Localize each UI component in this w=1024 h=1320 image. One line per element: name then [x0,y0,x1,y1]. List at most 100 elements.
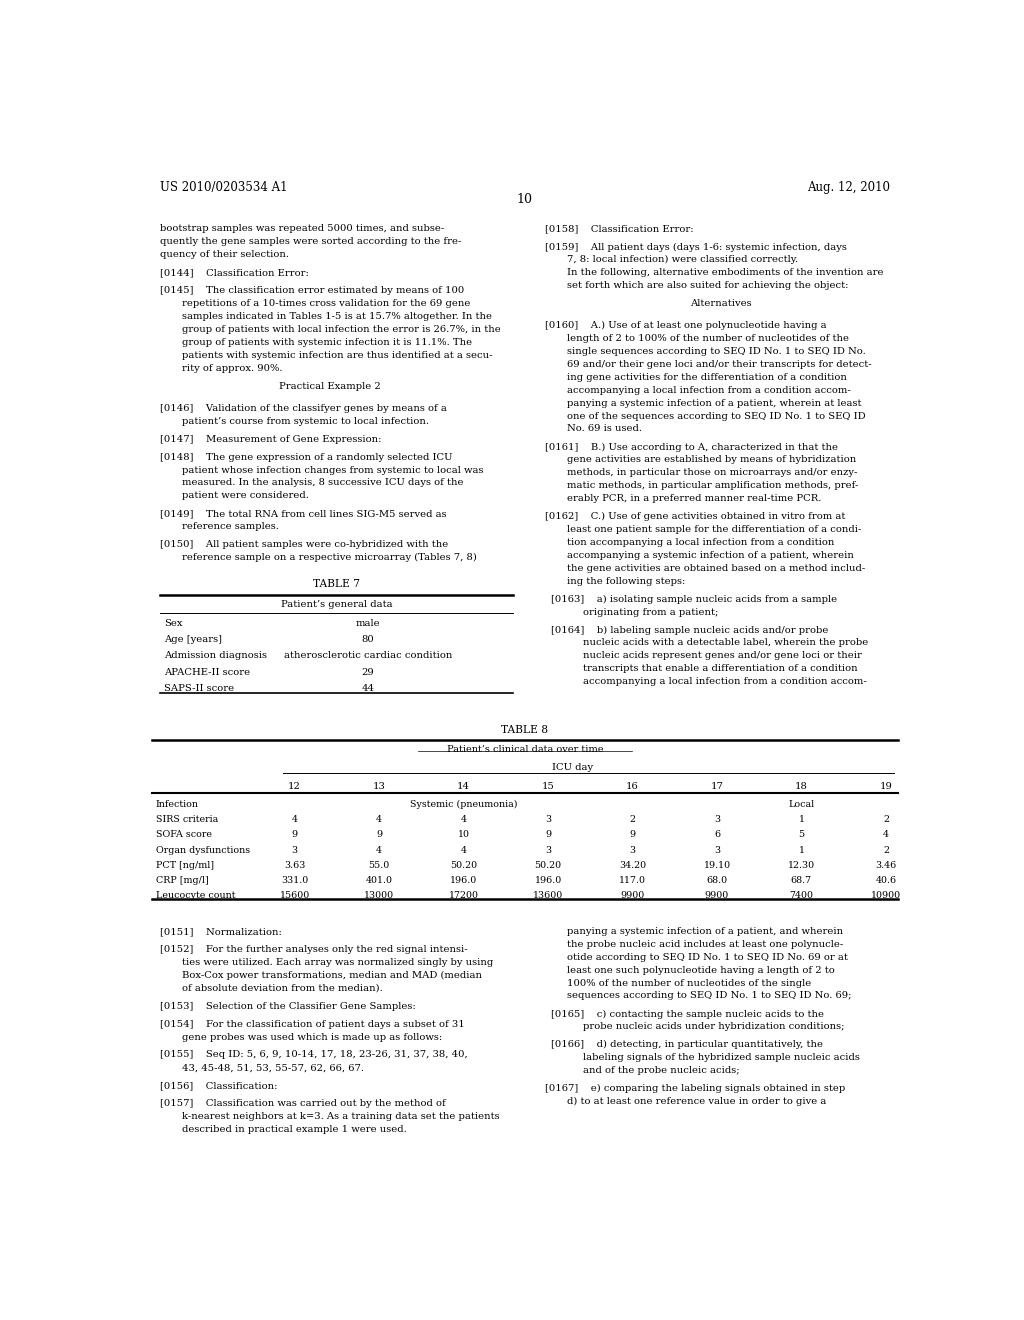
Text: Patient’s clinical data over time: Patient’s clinical data over time [446,744,603,754]
Text: panying a systemic infection of a patient, wherein at least: panying a systemic infection of a patien… [567,399,861,408]
Text: [0149]    The total RNA from cell lines SIG-M5 served as: [0149] The total RNA from cell lines SIG… [160,510,446,519]
Text: [0146]    Validation of the classifyer genes by means of a: [0146] Validation of the classifyer gene… [160,404,446,413]
Text: 10: 10 [458,830,470,840]
Text: 50.20: 50.20 [535,861,561,870]
Text: TABLE 8: TABLE 8 [501,725,549,735]
Text: Box-Cox power transformations, median and MAD (median: Box-Cox power transformations, median an… [182,970,482,979]
Text: 4: 4 [376,814,382,824]
Text: probe nucleic acids under hybridization conditions;: probe nucleic acids under hybridization … [583,1023,844,1031]
Text: patient were considered.: patient were considered. [182,491,309,500]
Text: of absolute deviation from the median).: of absolute deviation from the median). [182,983,383,993]
Text: 29: 29 [361,668,375,677]
Text: Organ dysfunctions: Organ dysfunctions [156,846,250,854]
Text: Alternatives: Alternatives [690,300,752,308]
Text: sequences according to SEQ ID No. 1 to SEQ ID No. 69;: sequences according to SEQ ID No. 1 to S… [567,991,851,1001]
Text: 17200: 17200 [449,891,478,900]
Text: 196.0: 196.0 [450,876,477,886]
Text: 9: 9 [292,830,298,840]
Text: otide according to SEQ ID No. 1 to SEQ ID No. 69 or at: otide according to SEQ ID No. 1 to SEQ I… [567,953,848,962]
Text: 18: 18 [795,781,808,791]
Text: repetitions of a 10-times cross validation for the 69 gene: repetitions of a 10-times cross validati… [182,300,470,308]
Text: [0160]    A.) Use of at least one polynucleotide having a: [0160] A.) Use of at least one polynucle… [545,321,826,330]
Text: originating from a patient;: originating from a patient; [583,607,718,616]
Text: 9900: 9900 [621,891,645,900]
Text: patient’s course from systemic to local infection.: patient’s course from systemic to local … [182,417,429,425]
Text: k-nearest neighbors at k=3. As a training data set the patients: k-nearest neighbors at k=3. As a trainin… [182,1113,500,1121]
Text: 10: 10 [517,193,532,206]
Text: 34.20: 34.20 [618,861,646,870]
Text: patients with systemic infection are thus identified at a secu-: patients with systemic infection are thu… [182,351,493,360]
Text: 13000: 13000 [365,891,394,900]
Text: 68.0: 68.0 [707,876,727,886]
Text: 69 and/or their gene loci and/or their transcripts for detect-: 69 and/or their gene loci and/or their t… [567,360,871,370]
Text: gene probes was used which is made up as follows:: gene probes was used which is made up as… [182,1032,442,1041]
Text: the probe nucleic acid includes at least one polynucle-: the probe nucleic acid includes at least… [567,940,843,949]
Text: 9: 9 [376,830,382,840]
Text: described in practical example 1 were used.: described in practical example 1 were us… [182,1125,407,1134]
Text: set forth which are also suited for achieving the object:: set forth which are also suited for achi… [567,281,848,290]
Text: ICU day: ICU day [552,763,593,772]
Text: No. 69 is used.: No. 69 is used. [567,425,642,433]
Text: ing the following steps:: ing the following steps: [567,577,685,586]
Text: 13: 13 [373,781,386,791]
Text: 2: 2 [883,814,889,824]
Text: SOFA score: SOFA score [156,830,212,840]
Text: SIRS criteria: SIRS criteria [156,814,218,824]
Text: 7400: 7400 [790,891,813,900]
Text: methods, in particular those on microarrays and/or enzy-: methods, in particular those on microarr… [567,469,857,478]
Text: [0148]    The gene expression of a randomly selected ICU: [0148] The gene expression of a randomly… [160,453,453,462]
Text: reference sample on a respective microarray (Tables 7, 8): reference sample on a respective microar… [182,553,477,562]
Text: [0156]    Classification:: [0156] Classification: [160,1081,278,1090]
Text: labeling signals of the hybridized sample nucleic acids: labeling signals of the hybridized sampl… [583,1053,859,1063]
Text: 3: 3 [292,846,298,854]
Text: Leucocyte count: Leucocyte count [156,891,236,900]
Text: accompanying a systemic infection of a patient, wherein: accompanying a systemic infection of a p… [567,550,854,560]
Text: [0158]    Classification Error:: [0158] Classification Error: [545,224,693,234]
Text: [0154]    For the classification of patient days a subset of 31: [0154] For the classification of patient… [160,1019,465,1028]
Text: Infection: Infection [156,800,199,809]
Text: 15600: 15600 [280,891,310,900]
Text: [0159]    All patient days (days 1-6: systemic infection, days: [0159] All patient days (days 1-6: syste… [545,243,847,252]
Text: 331.0: 331.0 [281,876,308,886]
Text: [0162]    C.) Use of gene activities obtained in vitro from at: [0162] C.) Use of gene activities obtain… [545,512,845,521]
Text: least one patient sample for the differentiation of a condi-: least one patient sample for the differe… [567,525,861,535]
Text: 44: 44 [361,684,375,693]
Text: 4: 4 [292,814,298,824]
Text: 4: 4 [461,846,467,854]
Text: [0145]    The classification error estimated by means of 100: [0145] The classification error estimate… [160,286,464,296]
Text: 4: 4 [883,830,889,840]
Text: measured. In the analysis, 8 successive ICU days of the: measured. In the analysis, 8 successive … [182,478,464,487]
Text: 15: 15 [542,781,554,791]
Text: [0151]    Normalization:: [0151] Normalization: [160,927,282,936]
Text: 55.0: 55.0 [369,861,390,870]
Text: 14: 14 [457,781,470,791]
Text: 12: 12 [288,781,301,791]
Text: least one such polynucleotide having a length of 2 to: least one such polynucleotide having a l… [567,966,835,974]
Text: quency of their selection.: quency of their selection. [160,251,289,259]
Text: matic methods, in particular amplification methods, pref-: matic methods, in particular amplificati… [567,482,858,490]
Text: 19: 19 [880,781,892,791]
Text: patient whose infection changes from systemic to local was: patient whose infection changes from sys… [182,466,483,475]
Text: 10900: 10900 [870,891,901,900]
Text: 117.0: 117.0 [618,876,646,886]
Text: 3: 3 [714,814,720,824]
Text: [0157]    Classification was carried out by the method of: [0157] Classification was carried out by… [160,1100,445,1109]
Text: [0147]    Measurement of Gene Expression:: [0147] Measurement of Gene Expression: [160,434,381,444]
Text: reference samples.: reference samples. [182,523,279,531]
Text: [0164]    b) labeling sample nucleic acids and/or probe: [0164] b) labeling sample nucleic acids … [551,626,828,635]
Text: nucleic acids with a detectable label, wherein the probe: nucleic acids with a detectable label, w… [583,639,868,647]
Text: one of the sequences according to SEQ ID No. 1 to SEQ ID: one of the sequences according to SEQ ID… [567,412,865,421]
Text: [0153]    Selection of the Classifier Gene Samples:: [0153] Selection of the Classifier Gene … [160,1002,416,1011]
Text: the gene activities are obtained based on a method includ-: the gene activities are obtained based o… [567,564,865,573]
Text: PCT [ng/ml]: PCT [ng/ml] [156,861,214,870]
Text: Sex: Sex [164,619,182,628]
Text: tion accompanying a local infection from a condition: tion accompanying a local infection from… [567,539,835,546]
Text: US 2010/0203534 A1: US 2010/0203534 A1 [160,181,288,194]
Text: 3: 3 [545,814,551,824]
Text: 4: 4 [461,814,467,824]
Text: Aug. 12, 2010: Aug. 12, 2010 [807,181,890,194]
Text: and of the probe nucleic acids;: and of the probe nucleic acids; [583,1067,739,1076]
Text: 3.63: 3.63 [284,861,305,870]
Text: 13600: 13600 [532,891,563,900]
Text: Age [years]: Age [years] [164,635,222,644]
